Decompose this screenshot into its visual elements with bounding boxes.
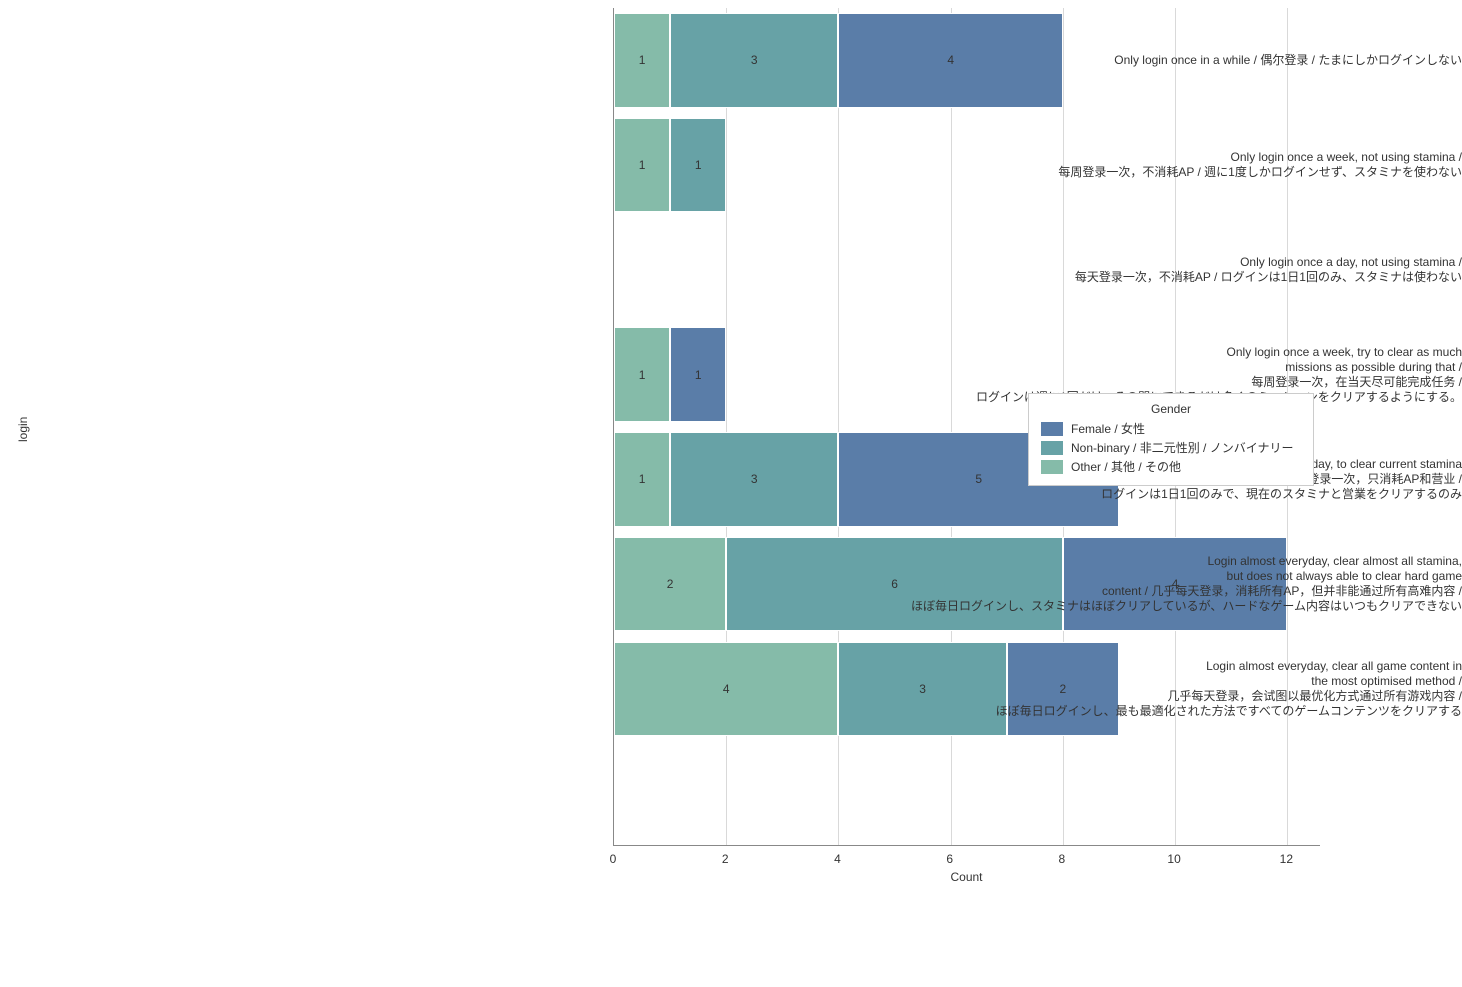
legend-swatch (1041, 460, 1063, 474)
legend-item: Non-binary / 非二元性別 / ノンバイナリー (1041, 439, 1301, 456)
x-tick-label: 6 (946, 852, 953, 866)
y-axis-title: login (16, 417, 30, 442)
bar-segment: 2 (614, 537, 726, 631)
legend-label: Other / 其他 / その他 (1071, 458, 1181, 475)
bar-segment: 1 (614, 327, 670, 421)
bar-value-label: 1 (639, 472, 646, 486)
bar-value-label: 1 (639, 53, 646, 67)
x-tick-label: 10 (1167, 852, 1180, 866)
x-tick-label: 8 (1059, 852, 1066, 866)
legend-item: Other / 其他 / その他 (1041, 458, 1301, 475)
category-label: Only login once a week, not using stamin… (859, 150, 1462, 180)
bar-segment: 1 (614, 432, 670, 526)
bar-value-label: 1 (639, 158, 646, 172)
bar-segment: 1 (614, 118, 670, 212)
bar-value-label: 3 (751, 53, 758, 67)
category-label: Only login once a day, not using stamina… (859, 255, 1462, 285)
x-tick-label: 4 (834, 852, 841, 866)
bar-value-label: 3 (751, 472, 758, 486)
bar-segment: 3 (670, 432, 838, 526)
bar-value-label: 1 (695, 368, 702, 382)
x-tick-label: 2 (722, 852, 729, 866)
legend-swatch (1041, 441, 1063, 455)
x-tick-label: 0 (610, 852, 617, 866)
category-label: Login almost everyday, clear almost all … (859, 554, 1462, 614)
bar-segment: 4 (614, 642, 838, 736)
bar-value-label: 1 (695, 158, 702, 172)
legend: Gender Female / 女性 Non-binary / 非二元性別 / ノン… (1028, 393, 1314, 486)
x-axis-title: Count (937, 870, 997, 884)
legend-label: Female / 女性 (1071, 420, 1145, 437)
legend-item: Female / 女性 (1041, 420, 1301, 437)
chart-root: 1341111135264432024681012CountloginOnly … (0, 0, 1462, 987)
bar-value-label: 1 (639, 368, 646, 382)
bar-segment: 1 (670, 118, 726, 212)
x-tick-label: 12 (1280, 852, 1293, 866)
bar-segment: 1 (614, 13, 670, 107)
legend-label: Non-binary / 非二元性別 / ノンバイナリー (1071, 439, 1293, 456)
bar-value-label: 2 (667, 577, 674, 591)
category-label: Only login once in a while / 偶尔登录 / たまにし… (859, 53, 1462, 68)
bar-segment: 3 (670, 13, 838, 107)
bar-segment: 1 (670, 327, 726, 421)
category-label: Login almost everyday, clear all game co… (859, 659, 1462, 719)
legend-swatch (1041, 422, 1063, 436)
legend-title: Gender (1041, 402, 1301, 416)
bar-value-label: 4 (723, 682, 730, 696)
